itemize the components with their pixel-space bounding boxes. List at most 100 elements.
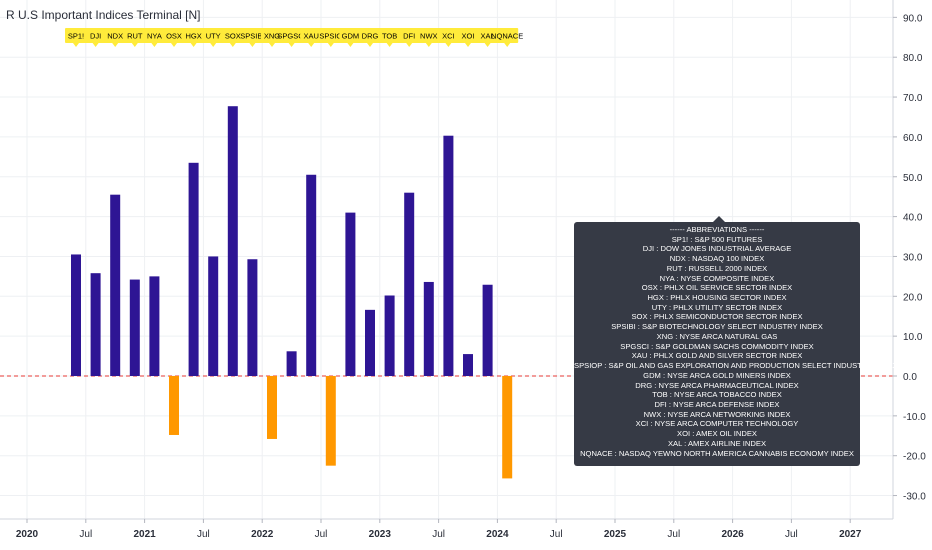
y-tick-label: 20.0 — [903, 292, 923, 303]
x-tick-label: Jul — [667, 529, 680, 540]
y-tick-label: 10.0 — [903, 332, 923, 343]
y-tick-label: 60.0 — [903, 133, 923, 144]
abbreviations-box: ------ ABBREVIATIONS ------ SP1! : S&P 5… — [574, 216, 897, 466]
category-label: XOI — [462, 32, 475, 41]
abbreviation-entry: UTY : PHLX UTILITY SECTOR INDEX — [651, 302, 783, 312]
x-tick-label: Jul — [79, 529, 92, 540]
category-flag — [84, 28, 107, 43]
category-flag — [280, 28, 303, 43]
category-flag-pointer — [386, 43, 393, 47]
abbreviation-entry: SOX : PHLX SEMICONDUCTOR SECTOR INDEX — [631, 312, 803, 322]
category-flag-pointer — [425, 43, 432, 47]
category-flag-pointer — [151, 43, 158, 47]
category-flag-pointer — [327, 43, 334, 47]
category-flag — [163, 28, 185, 43]
category-flag-pointer — [73, 43, 79, 47]
category-flag — [496, 28, 519, 43]
bar-uty — [208, 256, 219, 376]
abbreviation-entry: XAU : PHLX GOLD AND SILVER SECTOR INDEX — [631, 351, 803, 361]
category-flag-pointer — [288, 43, 295, 47]
x-tick-label: 2023 — [369, 529, 392, 540]
abbreviation-entry: XOI : AMEX OIL INDEX — [677, 429, 757, 439]
category-flag — [417, 28, 440, 43]
category-flag — [457, 28, 479, 43]
category-flag-pointer — [171, 43, 177, 47]
bar-xci — [443, 135, 454, 376]
x-tick-label: Jul — [550, 529, 563, 540]
bar-xau — [306, 174, 317, 376]
bar-spgsci — [286, 351, 297, 376]
category-flag — [182, 28, 205, 43]
x-tick-label: 2027 — [839, 529, 862, 540]
bar-drg — [365, 309, 375, 376]
category-label: UTY — [206, 32, 221, 41]
abbreviation-entry: XCI : NYSE ARCA COMPUTER TECHNOLOGY — [635, 419, 799, 429]
bar-nya — [149, 276, 160, 376]
category-flag-pointer — [308, 43, 315, 47]
category-flag-pointer — [92, 43, 99, 47]
abbreviation-entry: TOB : NYSE ARCA TOBACCO INDEX — [652, 390, 782, 400]
category-flag — [437, 28, 460, 43]
category-flag-pointer — [229, 43, 236, 47]
abbreviation-entry: NWX : NYSE ARCA NETWORKING INDEX — [643, 409, 791, 419]
category-flag-pointer — [504, 43, 511, 47]
bar-hgx — [188, 162, 199, 376]
category-flag-pointer — [367, 43, 373, 47]
bar-gdm — [345, 212, 356, 376]
category-label: TOB — [382, 32, 397, 41]
category-flag — [300, 28, 323, 43]
category-flag-pointer — [210, 43, 217, 47]
category-label: SPSIO — [319, 32, 342, 41]
y-tick-label: 70.0 — [903, 93, 923, 104]
abbreviations-header: ------ ABBREVIATIONS ------ — [669, 225, 765, 234]
abbreviation-entry: DFI : NYSE ARCA DEFENSE INDEX — [654, 399, 780, 409]
abbreviation-entry: SPGSCI : S&P GOLDMAN SACHS COMMODITY IND… — [620, 341, 814, 351]
abbreviation-entry: HGX : PHLX HOUSING SECTOR INDEX — [647, 293, 787, 303]
category-label: DRG — [362, 32, 379, 41]
category-flag — [261, 28, 283, 43]
category-label: SPSIBI — [240, 32, 264, 41]
x-tick-label: 2024 — [486, 529, 509, 540]
category-flag-pointer — [445, 43, 452, 47]
category-label: XAL — [481, 32, 495, 41]
y-tick-label: -20.0 — [903, 452, 926, 463]
category-label: XCI — [442, 32, 455, 41]
abbreviation-entry: XNG : NYSE ARCA NATURAL GAS — [656, 331, 778, 341]
category-label: HGX — [185, 32, 201, 41]
y-tick-label: -10.0 — [903, 412, 926, 423]
bar-rut — [129, 279, 140, 376]
category-flag — [104, 28, 127, 43]
category-flag-pointer — [347, 43, 354, 47]
abbreviation-entry: NQNACE : NASDAQ YEWNO NORTH AMERICA CANN… — [580, 448, 854, 458]
category-flag — [378, 28, 401, 43]
abbreviation-entry: OSX : PHLX OIL SERVICE SECTOR INDEX — [641, 283, 793, 293]
category-label: OSX — [166, 32, 182, 41]
category-label: NQNACE — [491, 32, 523, 41]
bar-sp1 — [71, 254, 81, 376]
category-flag — [359, 28, 381, 43]
category-label: NWX — [420, 32, 438, 41]
bar-osx — [169, 376, 179, 435]
x-tick-label: 2020 — [16, 529, 39, 540]
abbreviation-entry: XAL : AMEX AIRLINE INDEX — [667, 438, 767, 448]
abbreviation-entry: SP1! : S&P 500 FUTURES — [671, 234, 763, 244]
chart-title: R U.S Important Indices Terminal [N] — [6, 8, 201, 22]
category-flag — [123, 28, 146, 43]
x-tick-label: 2022 — [251, 529, 274, 540]
category-label: NDX — [107, 32, 123, 41]
abbreviation-entry: GDM : NYSE ARCA GOLD MINERS INDEX — [643, 370, 791, 380]
category-label: DJI — [90, 32, 101, 41]
category-label: SOX — [225, 32, 241, 41]
category-flag — [476, 28, 499, 43]
category-flag — [143, 28, 166, 43]
bar-xoi — [463, 354, 473, 376]
abbreviation-entry: SPSIBI : S&P BIOTECHNOLOGY SELECT INDUST… — [611, 322, 823, 332]
category-flag-pointer — [484, 43, 491, 47]
abbreviation-entry: DJI : DOW JONES INDUSTRIAL AVERAGE — [642, 244, 792, 254]
x-tick-label: Jul — [432, 529, 445, 540]
bar-ndx — [110, 194, 121, 376]
x-tick-label: Jul — [197, 529, 210, 540]
bar-tob — [384, 295, 395, 376]
x-tick-label: Jul — [315, 529, 328, 540]
